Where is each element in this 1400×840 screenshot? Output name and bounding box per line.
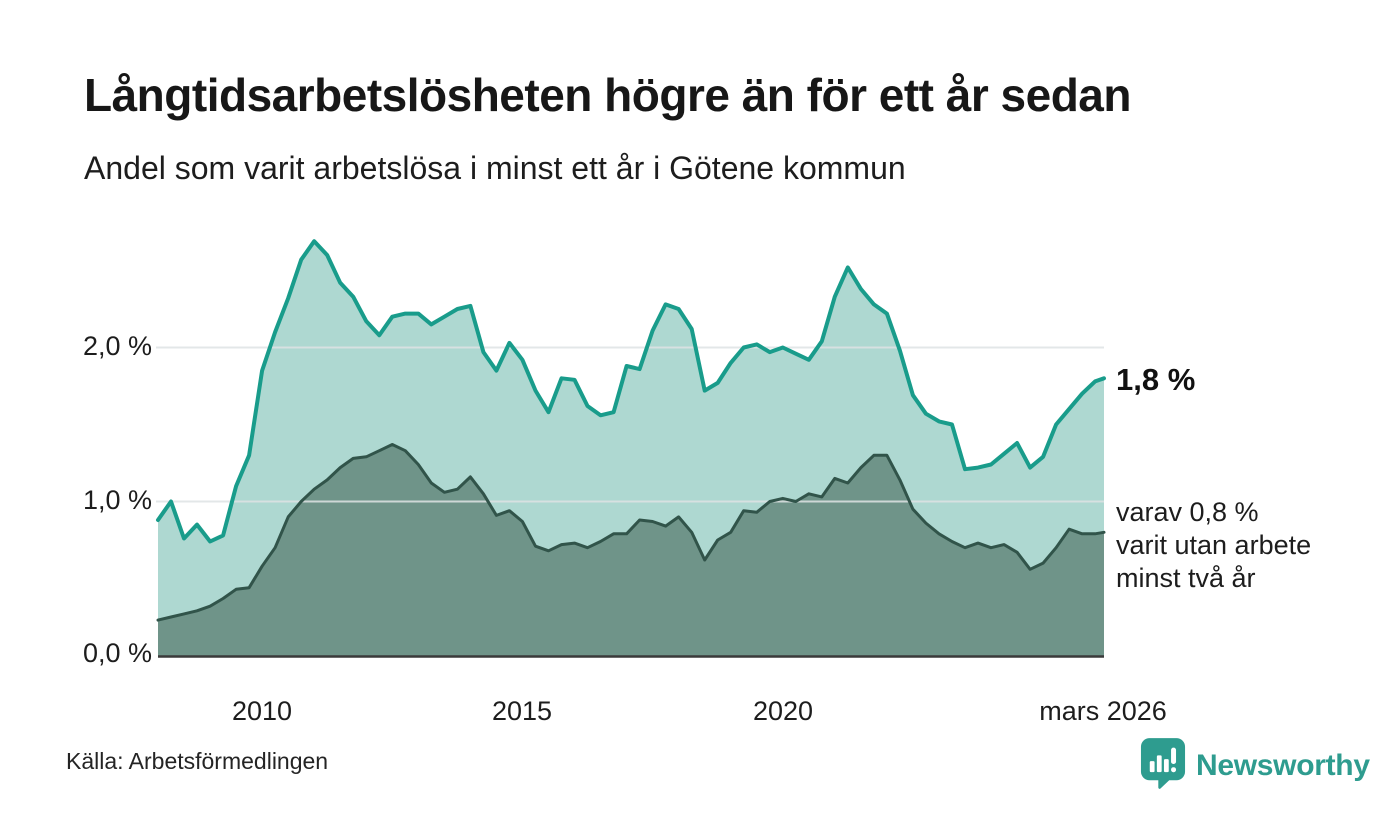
series-min-2yr-area [158, 444, 1104, 656]
secondary-value-label: varav 0,8 % varit utan arbete minst två … [1116, 496, 1311, 595]
source-credit: Källa: Arbetsförmedlingen [66, 748, 329, 774]
secondary-label-line-2: varit utan arbete [1116, 530, 1312, 560]
secondary-label-line-3: minst två år [1116, 563, 1256, 593]
secondary-label-line-1: varav 0,8 % [1116, 497, 1259, 527]
x-axis-tick-2015: 2015 [491, 696, 553, 726]
latest-value-label: 1,8 % [1116, 362, 1196, 397]
y-axis-tick-1: 1,0 % [82, 485, 152, 515]
newsworthy-bubble-chart-icon [1140, 737, 1186, 794]
newsworthy-logo[interactable]: Newsworthy [1140, 737, 1370, 794]
x-axis-tick-mars-2026: mars 2026 [1039, 696, 1167, 726]
page-subtitle: Andel som varit arbetslösa i minst ett å… [84, 150, 906, 186]
series-min-1yr-line [156, 239, 1106, 544]
x-axis-tick-2010: 2010 [231, 696, 293, 726]
x-axis-tick-2020: 2020 [752, 696, 814, 726]
y-axis-tick-0: 0,0 % [82, 638, 152, 668]
series-min-2yr-line [156, 443, 1106, 622]
y-axis-tick-2: 2,0 % [82, 331, 152, 361]
newsworthy-logo-text: Newsworthy [1196, 748, 1370, 782]
page-title: Långtidsarbetslösheten högre än för ett … [84, 69, 1131, 121]
